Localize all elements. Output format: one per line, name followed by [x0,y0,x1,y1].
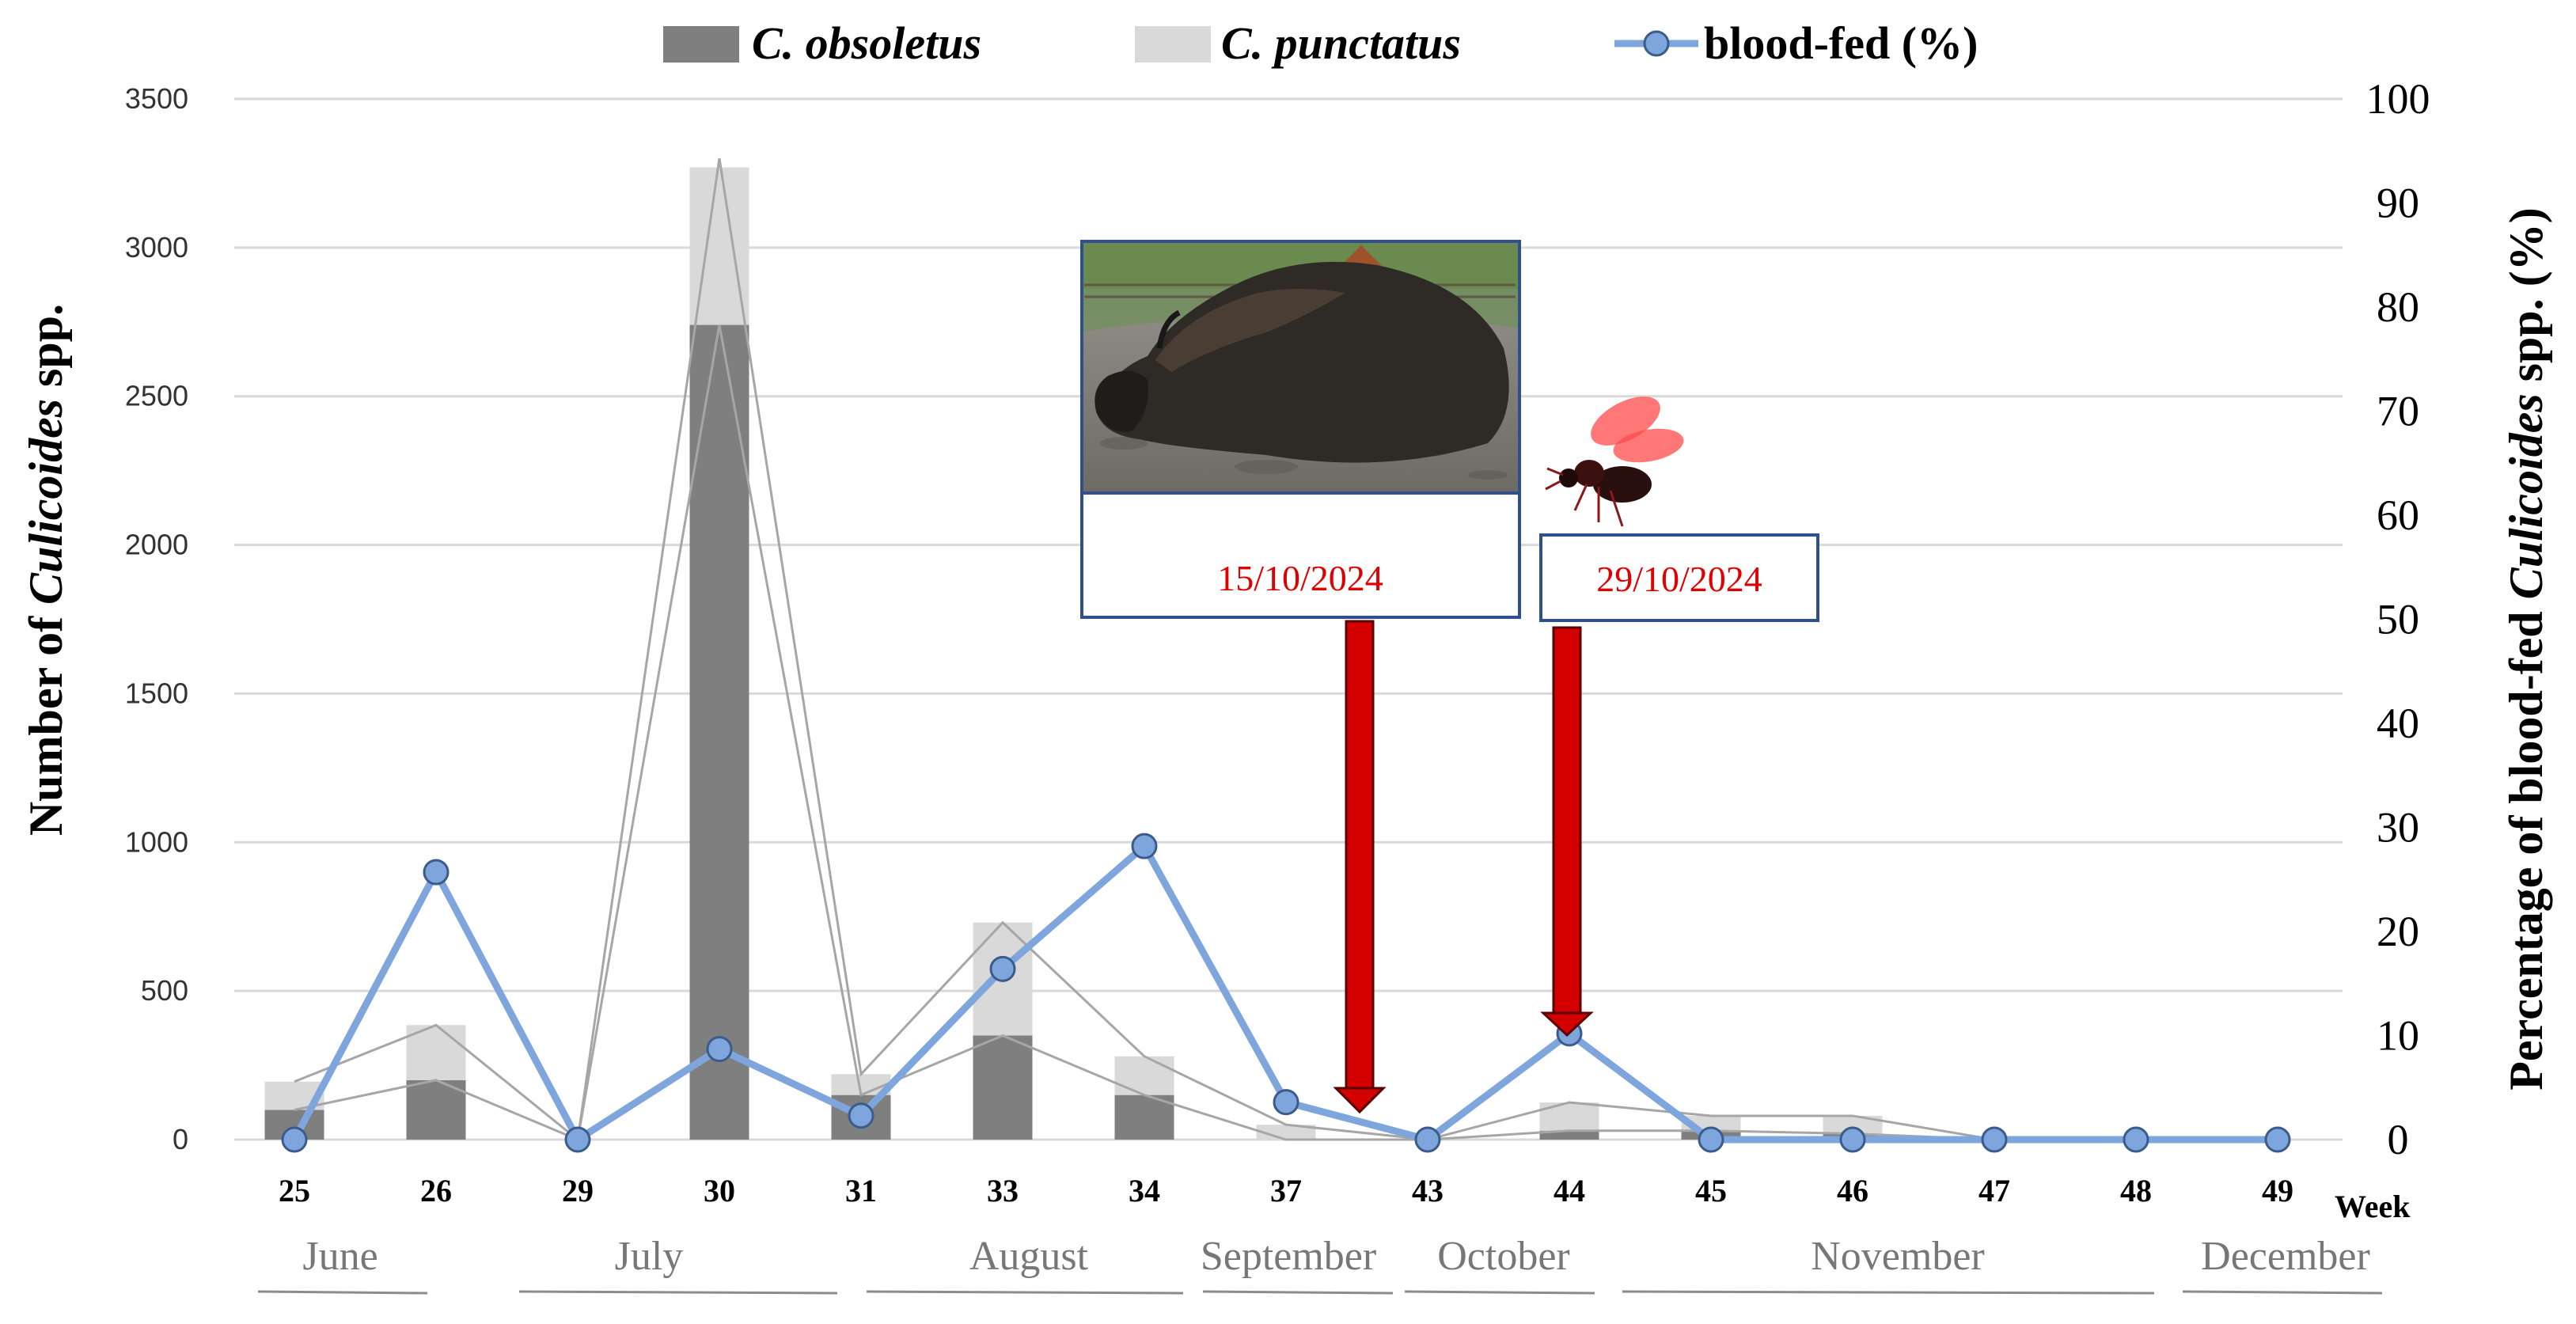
week-label: 46 [1837,1173,1868,1208]
bar-obsoletus [973,1035,1033,1140]
y-axis-right-title: Percentage of blood-fed Culicoides spp. … [2500,207,2552,1091]
month-label: July [615,1234,684,1279]
week-label: 30 [704,1173,735,1208]
bloodfed-point [281,1126,308,1153]
y-tick-left: 0 [173,1123,188,1155]
legend-label-bloodfed: blood-fed (%) [1704,17,1978,69]
y-tick-right: 40 [2377,700,2419,747]
month-underline [1202,1290,1394,1295]
y-tick-left: 2000 [125,529,188,561]
legend-label-punctatus: C. punctatus [1221,17,1461,69]
y-tick-left: 3000 [125,231,188,264]
annotation-midge-date: 29/10/2024 [1596,559,1762,599]
midge-icon [1545,396,1684,527]
month-label: November [1811,1234,1984,1279]
annotation-bison-box [1080,491,1521,619]
bloodfed-point [1981,1126,2008,1153]
week-label: 45 [1695,1173,1727,1208]
month-label: June [302,1234,377,1279]
bloodfed-point [848,1102,874,1129]
week-label: 34 [1129,1173,1160,1208]
y-tick-left: 1500 [125,677,188,709]
y-tick-right: 50 [2377,596,2419,643]
bloodfed-point [2264,1126,2291,1153]
week-label: 49 [2262,1173,2293,1208]
week-label: 33 [987,1173,1019,1208]
y-tick-right: 100 [2366,75,2430,123]
month-underline [866,1290,1184,1295]
bloodfed-point [706,1036,733,1063]
bloodfed-point [1131,833,1158,859]
bloodfed-point [2123,1126,2149,1153]
arrow-midge [1540,626,1594,1038]
month-label: October [1437,1234,1569,1279]
bloodfed-point [1414,1126,1441,1153]
bloodfed-point [1839,1126,1866,1153]
bloodfed-point [564,1126,591,1153]
bison-photo [1082,241,1519,493]
y-tick-right: 30 [2377,804,2419,852]
legend-swatch-obsoletus [663,26,739,63]
week-labels: 25 26 29 30 31 33 34 37 43 44 45 46 47 48 49 [279,1173,2293,1208]
week-label: 47 [1978,1173,2010,1208]
week-label: 37 [1270,1173,1302,1208]
week-label: 29 [562,1173,594,1208]
x-axis-title: Week [2335,1189,2411,1224]
y-axis-left-title: Number of Culicoides spp. [20,304,72,836]
month-underline [1622,1290,2155,1295]
annotation-midge-box [1539,533,1819,622]
y-tick-right: 10 [2377,1012,2419,1060]
y-tick-left: 500 [141,974,188,1007]
legend-swatch-punctatus [1135,26,1211,63]
week-label: 48 [2120,1173,2152,1208]
annotation-bison: 15/10/2024 [1080,240,1521,619]
legend: C. obsoletus C. punctatus blood-fed (%) [663,17,1978,69]
bar-punctatus [1114,1056,1174,1095]
month-underline [518,1290,838,1295]
arrow-bison [1333,620,1387,1114]
bloodfed-point [1273,1089,1299,1116]
bar-obsoletus [689,324,749,1140]
bar-punctatus [1823,1115,1883,1134]
week-label: 26 [420,1173,452,1208]
bloodfed-point [989,955,1016,982]
month-label: September [1201,1234,1376,1279]
month-underline [257,1290,428,1295]
week-label: 31 [845,1173,877,1208]
legend-label-obsoletus: C. obsoletus [752,17,981,69]
y-tick-right: 70 [2377,388,2419,435]
month-label: August [969,1234,1089,1279]
month-labels: June July August September October November De… [257,1234,2383,1295]
bar-obsoletus [1539,1130,1599,1140]
y-tick-right: 20 [2377,908,2419,955]
series-line-total [294,157,2278,1142]
y-tick-left: 2500 [125,380,188,412]
bars [264,167,1883,1140]
y-tick-right: 0 [2388,1116,2409,1163]
week-label: 25 [279,1173,310,1208]
y-tick-right: 90 [2377,180,2419,227]
month-underline [1404,1290,1595,1295]
annotation-bison-date: 15/10/2024 [1217,558,1383,598]
y-tick-right: 80 [2377,283,2419,331]
week-label: 44 [1554,1173,1585,1208]
bloodfed-series [281,833,2291,1153]
bloodfed-point [423,859,450,886]
bloodfed-point [1698,1126,1724,1153]
legend-swatch-marker [1643,30,1670,57]
annotation-midge: 29/10/2024 [1539,396,1819,622]
y-axis-right-ticks: 0 10 20 30 40 50 60 70 80 90 100 [2366,75,2430,1163]
bar-obsoletus [406,1079,466,1140]
y-tick-left: 1000 [125,825,188,858]
y-tick-left: 3500 [125,82,188,115]
month-label: December [2201,1234,2370,1279]
week-label: 43 [1412,1173,1444,1208]
y-tick-right: 60 [2377,491,2419,539]
y-axis-left-ticks: 0 500 1000 1500 2000 2500 3000 3500 [125,82,188,1155]
month-underline [2182,1290,2383,1295]
